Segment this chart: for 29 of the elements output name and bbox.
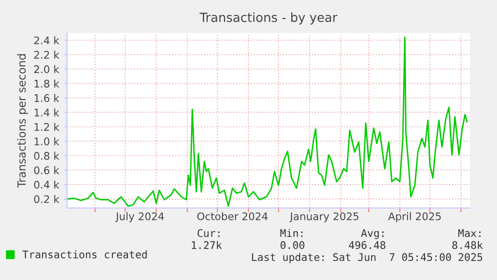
text: Cur: [198,229,220,238]
x-tick-label: October 2024 [197,212,268,220]
chart-title: Transactions - by year [200,12,338,24]
y-tick-label: 2.4 k [34,36,60,44]
text: 0.00 [280,241,304,250]
legend-label: Transactions created [22,250,147,258]
text: 8.48k [452,240,483,250]
text: 1.27k [192,240,222,249]
text: Last update: Sat Jun 7 05:45:00 2025 [252,252,482,264]
text: Min: [280,228,302,237]
y-tick-label: 0.6 k [34,166,60,174]
y-tick-label: 2.0 k [34,65,60,74]
y-tick-label: 1.4 k [34,108,60,116]
y-axis-title: Transactions per second [17,54,28,188]
y-tick-label: 2.2 k [34,50,60,59]
line-series [67,36,468,207]
text: Avg: [361,229,384,240]
y-tick-label: 1.0 k [34,137,60,146]
y-tick-label: 0.8 k [34,152,60,160]
text: 496.48 [348,241,386,250]
y-tick-label: 0.2 k [34,195,60,204]
y-tick-label: 1.8 k [34,80,60,88]
y-tick-label: 1.6 k [34,94,60,102]
text: Max: [458,229,480,238]
x-tick-label: July 2024 [115,212,164,222]
y-tick-label: 1.2 k [34,122,60,131]
x-tick-label: January 2025 [289,212,358,222]
y-tick-label: 0.4 k [34,180,60,189]
x-tick-label: April 2025 [388,212,441,222]
